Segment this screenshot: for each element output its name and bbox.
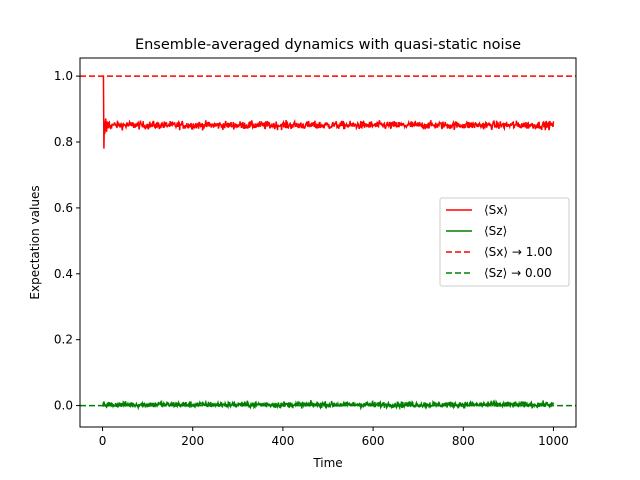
- y-tick-label: 0.4: [54, 267, 73, 281]
- y-tick-label: 0.6: [54, 201, 73, 215]
- legend-box: [439, 197, 570, 287]
- plot-frame: [79, 57, 577, 428]
- series-sx-line: [102, 75, 555, 149]
- legend-label: ⟨Sz⟩: [484, 224, 507, 238]
- x-tick-label: 0: [99, 434, 107, 448]
- x-axis-ticks: 0 200 400 600 800 1000: [99, 427, 569, 448]
- legend-label: ⟨Sz⟩ → 0.00: [484, 266, 552, 280]
- y-tick-label: 0.0: [54, 399, 73, 413]
- y-tick-label: 0.2: [54, 333, 73, 347]
- legend-label: ⟨Sx⟩: [484, 203, 508, 217]
- y-tick-label: 0.8: [54, 135, 73, 149]
- y-axis-label: Expectation values: [28, 185, 42, 299]
- x-tick-label: 800: [452, 434, 475, 448]
- legend: ⟨Sx⟩ ⟨Sz⟩ ⟨Sx⟩ → 1.00 ⟨Sz⟩ → 0.00: [439, 197, 570, 287]
- x-axis-label: Time: [312, 456, 342, 470]
- legend-label: ⟨Sx⟩ → 1.00: [484, 245, 552, 259]
- x-tick-label: 600: [362, 434, 385, 448]
- chart-title: Ensemble-averaged dynamics with quasi-st…: [135, 37, 521, 53]
- x-tick-label: 200: [181, 434, 204, 448]
- x-tick-label: 400: [271, 434, 294, 448]
- x-tick-label: 1000: [538, 434, 569, 448]
- series-layer: [80, 75, 576, 411]
- y-tick-label: 1.0: [54, 69, 73, 83]
- y-axis-ticks: 0.0 0.2 0.4 0.6 0.8 1.0: [54, 69, 80, 413]
